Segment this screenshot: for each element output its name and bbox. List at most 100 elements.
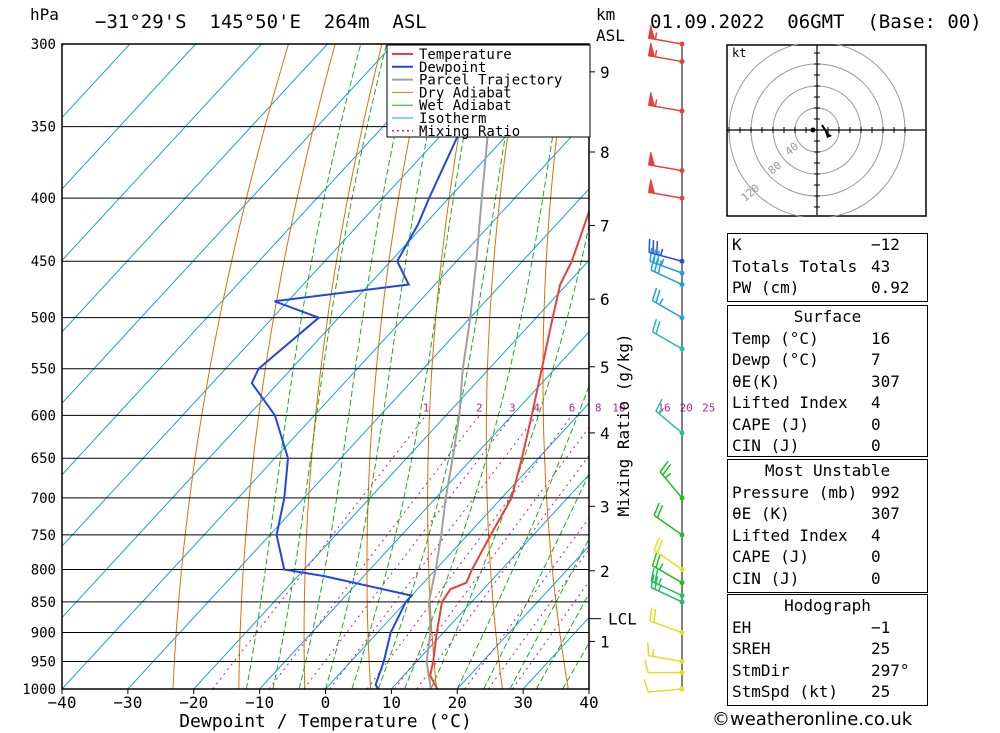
wind-level-dot <box>679 630 685 636</box>
pressure-tick-label: 450 <box>31 254 56 270</box>
index-label: StmSpd (kt) <box>732 682 838 701</box>
dry-adiabat-line <box>703 44 720 689</box>
wet-adiabat-line <box>509 537 589 689</box>
km-tick-label: 9 <box>600 63 610 82</box>
km-tick-label: 6 <box>600 290 610 309</box>
barb-shaft <box>653 514 683 536</box>
index-row: θE(K) 307 <box>728 371 927 393</box>
index-row: SREH 25 <box>728 638 927 660</box>
plot-frame <box>61 43 590 690</box>
barb-flag <box>655 554 661 568</box>
pressure-tick-label: 400 <box>31 191 56 207</box>
index-value: 0 <box>871 436 881 455</box>
index-row: CIN (J) 0 <box>728 435 927 457</box>
wind-level-dot <box>679 346 685 352</box>
index-row: θE (K) 307 <box>728 503 927 525</box>
barb-flag <box>654 576 659 590</box>
pressure-tick-label: 300 <box>31 37 56 53</box>
background-lines <box>62 44 720 689</box>
dry-adiabat-line <box>172 44 289 689</box>
isotherm-line <box>62 44 394 405</box>
wet-adiabat-line <box>535 592 589 689</box>
mixing-ratio-labels: 1 2 3 4 6 8 10 16 20 25 <box>423 401 716 414</box>
parcel-trajectory <box>425 61 491 689</box>
mixing-ratio-line <box>366 414 573 689</box>
barb-flag <box>651 318 658 333</box>
axes: −40 −30 −20 −10 0 10 20 30 40 Dewpoint / Temperat… <box>48 43 637 732</box>
storm-motion-marker <box>825 131 832 138</box>
barb-half-flag <box>657 577 663 585</box>
barb-shaft <box>653 549 683 571</box>
index-row: Dewp (°C) 7 <box>728 349 927 371</box>
index-label: CIN (J) <box>732 568 800 588</box>
wind-barb <box>650 568 685 599</box>
barb-half-flag <box>660 258 665 266</box>
km-tick-label: 7 <box>600 217 610 236</box>
pressure-tick-label: 850 <box>31 595 56 611</box>
km-tick-label: 5 <box>600 358 610 377</box>
isotherm-line <box>62 44 131 119</box>
pressure-tick-label: 900 <box>31 626 56 642</box>
barb-flag <box>656 539 664 553</box>
index-value: 25 <box>871 682 891 701</box>
barb-flag <box>643 679 649 693</box>
legend-label: Dewpoint <box>419 60 486 76</box>
wind-barb <box>647 179 685 201</box>
mixing-ratio-axis-title: Mixing Ratio (g/kg) <box>614 333 633 516</box>
x-axis-title: Dewpoint / Temperature (°C) <box>179 711 472 732</box>
index-value: 0.92 <box>871 278 910 297</box>
asl-unit-label: ASL <box>596 26 625 45</box>
barb-half-flag <box>654 99 658 107</box>
index-value: 7 <box>871 350 881 369</box>
pressure-tick-label: 350 <box>31 120 56 136</box>
copyright-link[interactable]: ©weatheronline.co.uk <box>712 709 913 730</box>
wind-profile <box>643 25 685 693</box>
isotherm-line <box>193 259 589 689</box>
wet-adiabat-line <box>483 472 589 689</box>
surface-title: Surface <box>793 307 862 326</box>
pressure-tick-label: 650 <box>31 451 56 467</box>
wind-barb <box>644 659 685 676</box>
surface-indices-box: Surface Temp (°C) 16 Dewp (°C) 7 θE(K) 307 Lif… <box>727 305 928 457</box>
x-tick-label: −40 <box>48 693 77 712</box>
legend-label: Parcel Trajectory <box>419 73 562 89</box>
isotherm-line <box>259 331 589 689</box>
barb-flag <box>653 537 660 551</box>
index-value: 0 <box>871 568 881 588</box>
x-tick-label: −30 <box>113 693 142 712</box>
wind-level-dot <box>679 168 685 174</box>
index-label: Lifted Index <box>732 393 848 412</box>
barb-shaft <box>648 654 683 663</box>
wind-barb <box>651 552 685 586</box>
isotherm-line <box>62 44 526 547</box>
wind-level-dot <box>679 495 685 501</box>
legend-label: Mixing Ratio <box>419 124 520 140</box>
index-label: PW (cm) <box>732 278 800 297</box>
dewpoint-profile <box>250 44 497 689</box>
barb-shaft <box>650 586 683 603</box>
isotherm-line <box>62 44 328 333</box>
index-value: 297° <box>871 660 910 680</box>
wind-barb <box>647 42 685 65</box>
wet-adiabat-line <box>325 44 447 689</box>
index-value: 307 <box>871 371 900 391</box>
barb-shaft <box>659 471 683 499</box>
barb-flag <box>656 250 660 265</box>
barb-flag <box>653 608 657 623</box>
index-label: Pressure (mb) <box>732 482 858 502</box>
index-value: −1 <box>871 617 891 637</box>
wind-level-dot <box>679 282 685 288</box>
wind-barb <box>647 25 685 47</box>
barb-shaft <box>655 410 683 434</box>
index-value: 25 <box>871 639 891 658</box>
isotherm-line <box>325 402 589 689</box>
skew-t-diagram: 3003504004505005506006507007508008509009… <box>22 25 720 732</box>
wind-level-dot <box>679 566 685 572</box>
barb-shaft <box>649 260 683 274</box>
wet-adiabat-line <box>272 44 388 689</box>
x-tick-label: 40 <box>579 693 598 712</box>
isotherm-line <box>391 473 589 689</box>
isotherm-line <box>127 188 589 689</box>
index-row: EH −1 <box>728 617 927 639</box>
